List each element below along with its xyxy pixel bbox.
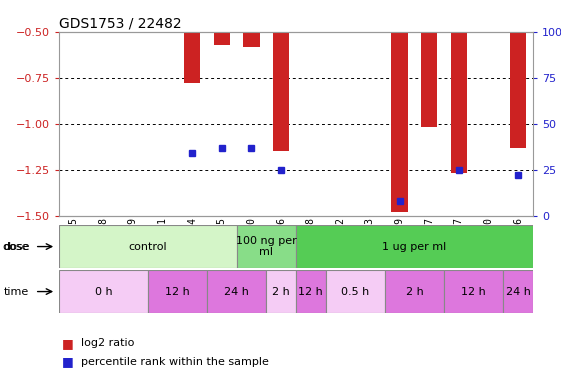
Text: dose: dose xyxy=(3,242,29,252)
Bar xyxy=(243,32,260,46)
Text: control: control xyxy=(128,242,167,252)
Text: percentile rank within the sample: percentile rank within the sample xyxy=(81,357,269,367)
Bar xyxy=(207,270,266,313)
Bar xyxy=(59,270,148,313)
Bar xyxy=(214,32,230,45)
Text: log2 ratio: log2 ratio xyxy=(81,338,135,348)
Bar xyxy=(266,270,296,313)
Text: 24 h: 24 h xyxy=(505,286,531,297)
Text: time: time xyxy=(3,286,29,297)
Text: 100 ng per
ml: 100 ng per ml xyxy=(236,236,297,257)
Text: 0 h: 0 h xyxy=(95,286,112,297)
Bar xyxy=(148,270,207,313)
Text: dose: dose xyxy=(3,242,29,252)
Text: GDS1753 / 22482: GDS1753 / 22482 xyxy=(59,17,182,31)
Text: 0.5 h: 0.5 h xyxy=(341,286,369,297)
Bar xyxy=(296,270,325,313)
Text: ■: ■ xyxy=(62,337,73,350)
Text: 12 h: 12 h xyxy=(298,286,323,297)
Bar xyxy=(450,32,467,173)
Text: 24 h: 24 h xyxy=(224,286,249,297)
Bar xyxy=(273,32,289,151)
Bar xyxy=(325,270,385,313)
Bar xyxy=(510,32,526,148)
Text: ■: ■ xyxy=(62,356,73,368)
Text: 2 h: 2 h xyxy=(272,286,290,297)
Text: 2 h: 2 h xyxy=(406,286,424,297)
Bar xyxy=(59,225,237,268)
Bar xyxy=(421,32,438,128)
Bar xyxy=(444,270,503,313)
Text: 12 h: 12 h xyxy=(461,286,486,297)
Text: 1 ug per ml: 1 ug per ml xyxy=(382,242,447,252)
Bar xyxy=(237,225,296,268)
Bar xyxy=(392,32,408,212)
Bar xyxy=(184,32,200,83)
Bar xyxy=(296,225,533,268)
Text: 12 h: 12 h xyxy=(165,286,190,297)
Bar xyxy=(385,270,444,313)
Bar xyxy=(503,270,533,313)
